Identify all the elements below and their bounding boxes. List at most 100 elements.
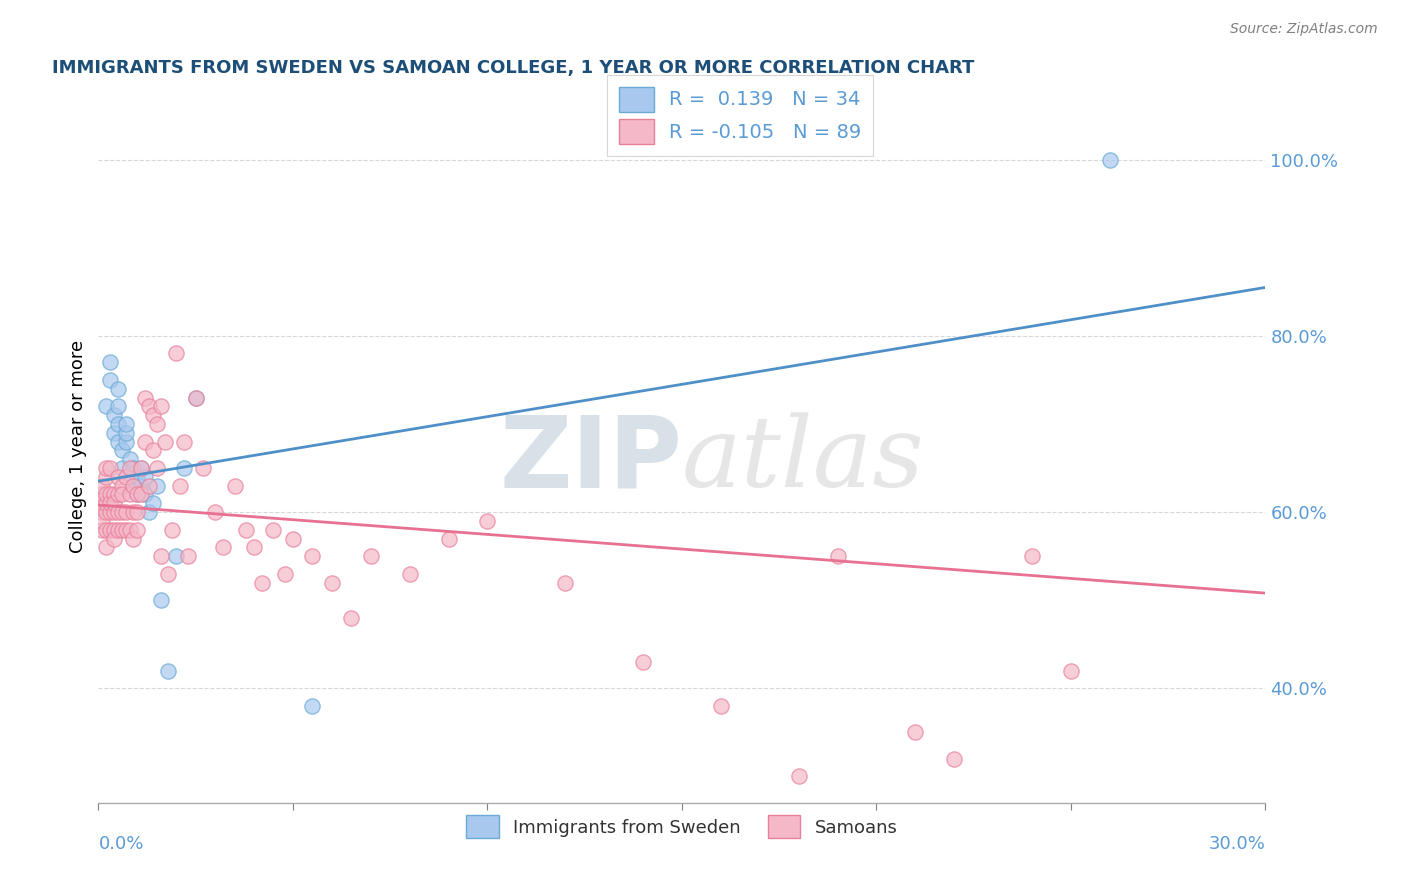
Point bbox=[111, 487, 134, 501]
Text: atlas: atlas bbox=[682, 413, 925, 508]
Point bbox=[122, 478, 145, 492]
Point bbox=[146, 478, 169, 492]
Text: 0.0%: 0.0% bbox=[98, 835, 143, 853]
Point bbox=[118, 523, 141, 537]
Point bbox=[107, 400, 129, 414]
Point bbox=[103, 408, 125, 422]
Point bbox=[96, 470, 118, 484]
Point bbox=[165, 346, 187, 360]
Point bbox=[96, 505, 118, 519]
Point bbox=[173, 434, 195, 449]
Point bbox=[103, 425, 125, 440]
Point bbox=[262, 523, 284, 537]
Point bbox=[114, 417, 136, 431]
Point bbox=[114, 470, 136, 484]
Point bbox=[1021, 549, 1043, 563]
Point bbox=[96, 400, 118, 414]
Point bbox=[204, 505, 226, 519]
Point bbox=[360, 549, 382, 563]
Point bbox=[98, 461, 121, 475]
Point bbox=[96, 461, 118, 475]
Point bbox=[107, 434, 129, 449]
Point bbox=[91, 505, 114, 519]
Point bbox=[157, 566, 180, 581]
Point bbox=[146, 417, 169, 431]
Point bbox=[127, 487, 149, 501]
Point bbox=[114, 434, 136, 449]
Legend: Immigrants from Sweden, Samoans: Immigrants from Sweden, Samoans bbox=[457, 806, 907, 847]
Point bbox=[111, 443, 134, 458]
Point bbox=[138, 400, 160, 414]
Point bbox=[165, 549, 187, 563]
Point bbox=[173, 461, 195, 475]
Point bbox=[91, 478, 114, 492]
Point bbox=[162, 523, 184, 537]
Point bbox=[111, 478, 134, 492]
Point bbox=[138, 505, 160, 519]
Point bbox=[111, 523, 134, 537]
Point bbox=[129, 478, 152, 492]
Point bbox=[127, 487, 149, 501]
Text: 30.0%: 30.0% bbox=[1209, 835, 1265, 853]
Point bbox=[103, 505, 125, 519]
Point bbox=[103, 523, 125, 537]
Point bbox=[122, 461, 145, 475]
Point bbox=[142, 443, 165, 458]
Point bbox=[127, 505, 149, 519]
Point bbox=[103, 496, 125, 510]
Point bbox=[281, 532, 304, 546]
Point bbox=[243, 541, 266, 555]
Point bbox=[142, 408, 165, 422]
Point bbox=[177, 549, 200, 563]
Point bbox=[129, 461, 152, 475]
Point bbox=[134, 487, 156, 501]
Point bbox=[103, 487, 125, 501]
Point bbox=[301, 549, 323, 563]
Point bbox=[96, 523, 118, 537]
Point bbox=[321, 575, 343, 590]
Point bbox=[122, 478, 145, 492]
Point bbox=[224, 478, 246, 492]
Point bbox=[157, 664, 180, 678]
Point bbox=[169, 478, 191, 492]
Point bbox=[787, 769, 810, 783]
Point bbox=[98, 505, 121, 519]
Point bbox=[477, 514, 499, 528]
Point bbox=[127, 523, 149, 537]
Point bbox=[98, 373, 121, 387]
Point bbox=[107, 505, 129, 519]
Point bbox=[107, 487, 129, 501]
Point bbox=[340, 611, 363, 625]
Point bbox=[142, 496, 165, 510]
Point bbox=[129, 461, 152, 475]
Point bbox=[1060, 664, 1083, 678]
Point bbox=[184, 391, 207, 405]
Y-axis label: College, 1 year or more: College, 1 year or more bbox=[69, 340, 87, 552]
Point bbox=[134, 434, 156, 449]
Point bbox=[118, 470, 141, 484]
Point bbox=[146, 461, 169, 475]
Point bbox=[827, 549, 849, 563]
Point bbox=[114, 425, 136, 440]
Point bbox=[134, 391, 156, 405]
Point bbox=[91, 514, 114, 528]
Point bbox=[98, 487, 121, 501]
Point bbox=[111, 461, 134, 475]
Point bbox=[98, 523, 121, 537]
Point bbox=[710, 698, 733, 713]
Point bbox=[943, 752, 966, 766]
Point bbox=[184, 391, 207, 405]
Point bbox=[437, 532, 460, 546]
Point bbox=[114, 523, 136, 537]
Point bbox=[122, 505, 145, 519]
Point bbox=[127, 470, 149, 484]
Point bbox=[398, 566, 420, 581]
Point bbox=[107, 382, 129, 396]
Point bbox=[134, 470, 156, 484]
Point bbox=[212, 541, 235, 555]
Point bbox=[631, 655, 654, 669]
Point bbox=[91, 523, 114, 537]
Point bbox=[250, 575, 273, 590]
Point bbox=[149, 593, 172, 607]
Point bbox=[149, 549, 172, 563]
